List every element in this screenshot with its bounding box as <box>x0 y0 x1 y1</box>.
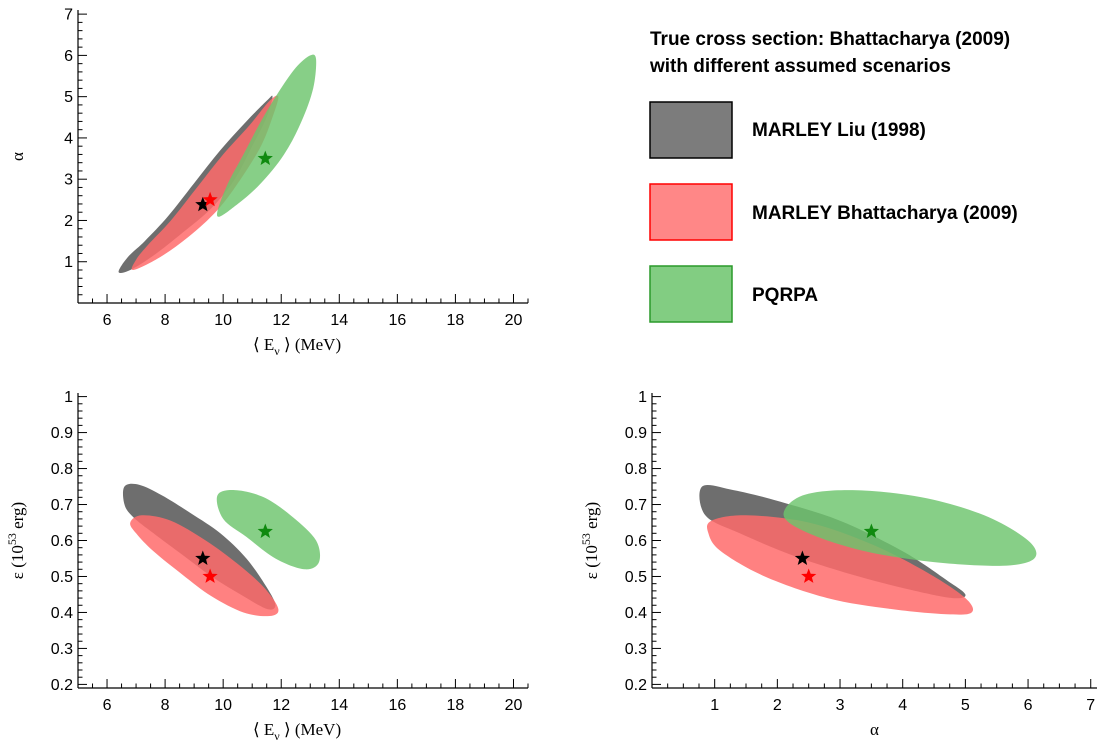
x-tick-label: 16 <box>388 312 406 329</box>
y-tick-label: 0.4 <box>625 605 647 622</box>
y-tick-label: 1 <box>638 389 647 406</box>
y-tick-label: 3 <box>64 172 73 189</box>
legend-label-pqrpa: PQRPA <box>752 285 818 306</box>
y-tick-label: 1 <box>64 254 73 271</box>
y-tick-label: 7 <box>64 7 73 24</box>
x-tick-label: 7 <box>1086 697 1095 714</box>
y-tick-label: 6 <box>64 48 73 65</box>
x-tick-label: 10 <box>214 697 232 714</box>
x-axis-title: ⟨ Eν ⟩ (MeV) <box>253 720 341 743</box>
y-tick-label: 1 <box>64 389 73 406</box>
y-tick-label: 0.2 <box>625 677 647 694</box>
x-tick-label: 8 <box>161 697 170 714</box>
x-tick-label: 12 <box>272 312 290 329</box>
region-gray <box>118 95 273 274</box>
y-tick-label: 0.6 <box>625 533 647 550</box>
x-tick-label: 18 <box>447 697 465 714</box>
legend-swatch-liu <box>649 101 733 159</box>
y-tick-label: 0.3 <box>625 641 647 658</box>
x-tick-label: 6 <box>1024 697 1033 714</box>
x-tick-label: 14 <box>330 312 348 329</box>
best-fit-star-red <box>202 568 218 583</box>
x-tick-label: 6 <box>103 312 112 329</box>
panel-epsilon-vs-energy: 6 8 10 12 14 16 18 20 0.2 0.3 0.4 0.5 0.6 0.7 0.8 0.9 1 ⟨… <box>5 389 529 743</box>
y-tick-label: 0.3 <box>51 641 73 658</box>
x-tick-label: 3 <box>836 697 845 714</box>
region-green <box>783 490 1037 566</box>
y-tick-label: 0.2 <box>51 677 73 694</box>
region-red <box>131 95 279 271</box>
x-axis-title: ⟨ Eν ⟩ (MeV) <box>253 335 341 358</box>
y-axis-title: ε (1053 erg) <box>579 502 601 579</box>
x-tick-label: 5 <box>961 697 970 714</box>
x-tick-label: 16 <box>388 697 406 714</box>
y-tick-label: 0.8 <box>51 461 73 478</box>
y-tick-label: 0.4 <box>51 605 73 622</box>
y-axis-title: α <box>8 152 27 161</box>
legend-swatch-bhattacharya <box>649 183 733 241</box>
best-fit-star-green <box>257 150 273 165</box>
best-fit-star-red <box>202 191 218 207</box>
y-tick-label: 0.9 <box>625 425 647 442</box>
legend-title-line1: True cross section: Bhattacharya (2009) <box>650 29 1010 50</box>
x-tick-label: 1 <box>710 697 719 714</box>
legend-label-bhattacharya: MARLEY Bhattacharya (2009) <box>752 203 1018 224</box>
y-tick-label: 0.7 <box>625 497 647 514</box>
y-tick-label: 0.5 <box>625 569 647 586</box>
y-tick-label: 0.6 <box>51 533 73 550</box>
best-fit-star-black <box>794 550 810 565</box>
best-fit-star-green <box>863 523 879 538</box>
y-tick-label: 0.9 <box>51 425 73 442</box>
x-tick-label: 18 <box>447 312 465 329</box>
x-tick-label: 20 <box>505 697 523 714</box>
x-tick-label: 6 <box>103 697 112 714</box>
x-axis-title: α <box>870 720 879 739</box>
best-fit-star-black <box>195 196 211 212</box>
x-tick-label: 14 <box>330 697 348 714</box>
x-tick-label: 10 <box>214 312 232 329</box>
x-tick-label: 4 <box>898 697 907 714</box>
x-tick-label: 12 <box>272 697 290 714</box>
legend-label-liu: MARLEY Liu (1998) <box>752 120 926 141</box>
y-axis-title: ε (1053 erg) <box>5 502 27 579</box>
legend-title-line2: with different assumed scenarios <box>649 56 951 77</box>
x-tick-label: 2 <box>773 697 782 714</box>
y-tick-label: 0.5 <box>51 569 73 586</box>
y-tick-label: 5 <box>64 89 73 106</box>
y-tick-label: 2 <box>64 213 73 230</box>
panel-epsilon-vs-alpha: 1 2 3 4 5 6 7 0.2 0.3 0.4 0.5 0.6 0.7 0.8 0.9 1 α ε (1053… <box>579 389 1097 739</box>
region-green <box>217 54 317 217</box>
best-fit-star-red <box>801 568 817 583</box>
region-red <box>706 515 974 615</box>
region-red <box>130 515 279 617</box>
y-tick-label: 0.8 <box>625 461 647 478</box>
x-tick-label: 8 <box>161 312 170 329</box>
y-tick-label: 4 <box>64 130 73 147</box>
best-fit-star-black <box>195 550 211 565</box>
y-tick-label: 0.7 <box>51 497 73 514</box>
legend: True cross section: Bhattacharya (2009) … <box>649 29 1018 323</box>
legend-swatch-pqrpa <box>649 265 733 323</box>
x-tick-label: 20 <box>505 312 523 329</box>
best-fit-star-green <box>257 523 273 538</box>
